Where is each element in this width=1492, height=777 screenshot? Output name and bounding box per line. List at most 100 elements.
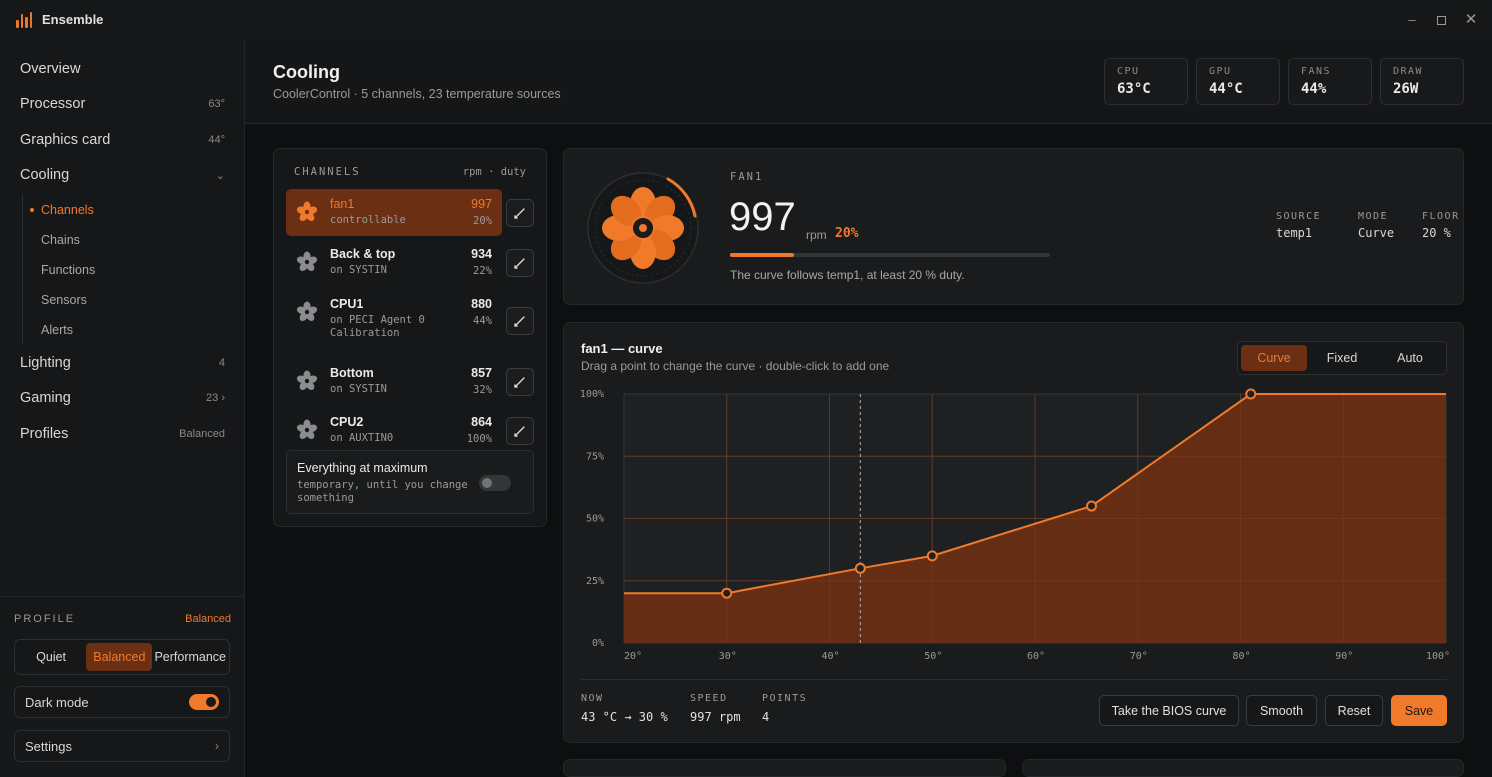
- curve-point[interactable]: [1086, 500, 1098, 512]
- footer-value: 997 rpm: [690, 710, 741, 724]
- pencil-icon: [514, 426, 525, 437]
- fan-detail-card: FAN1 997 rpm 20% The curve follows temp1…: [563, 148, 1464, 305]
- bios-curve-button[interactable]: Take the BIOS curve: [1099, 695, 1239, 726]
- smooth-button[interactable]: Smooth: [1246, 695, 1317, 726]
- channel-desc: on SYSTIN: [330, 383, 387, 395]
- channel-duty: 44%: [473, 315, 492, 327]
- sidebar-item-cooling[interactable]: Cooling ⌄: [20, 163, 225, 187]
- divider: [581, 679, 1447, 680]
- mode-option-fixed[interactable]: Fixed: [1326, 351, 1358, 365]
- stat-key: CPU: [1117, 66, 1140, 77]
- chevron-down-icon: ⌄: [215, 169, 225, 182]
- fan-label: FAN1: [730, 171, 764, 183]
- channel-name: fan1: [330, 197, 355, 211]
- sidebar-item-graphics-card[interactable]: Graphics card 44°: [20, 128, 225, 152]
- channel-row-fan1[interactable]: fan1 controllable 997 20%: [286, 189, 502, 236]
- y-tick-label: 75%: [586, 451, 604, 462]
- sidebar-footer: PROFILE Balanced Quiet Balanced Performa…: [0, 596, 245, 777]
- y-tick-label: 100%: [580, 389, 604, 400]
- dark-mode-toggle[interactable]: [189, 694, 219, 710]
- edit-channel-button[interactable]: [506, 199, 534, 227]
- lower-card-right: [1022, 759, 1464, 777]
- channel-duty: 20%: [473, 215, 492, 227]
- mode-option-auto[interactable]: Auto: [1397, 351, 1423, 365]
- channel-name: CPU2: [330, 415, 364, 429]
- curve-point[interactable]: [854, 562, 866, 574]
- x-tick-label: 40°: [822, 651, 840, 662]
- channel-row-bottom[interactable]: Bottom on SYSTIN 857 32%: [286, 358, 502, 405]
- reset-button[interactable]: Reset: [1325, 695, 1383, 726]
- curve-speed: SPEED 997 rpm: [690, 693, 741, 724]
- sidebar-item-processor[interactable]: Processor 63°: [20, 92, 225, 116]
- sidebar-item-meta: 63°: [208, 98, 225, 110]
- channel-desc: on PECI Agent 0 Calibration: [330, 314, 425, 339]
- subnav-item-functions[interactable]: Functions: [41, 263, 96, 277]
- channel-rpm: 934: [471, 247, 492, 261]
- footer-key: SPEED: [690, 693, 728, 704]
- max-fans-desc: temporary, until you change something: [297, 479, 468, 504]
- stat-value: 44%: [1301, 81, 1327, 97]
- profile-current: Balanced: [185, 613, 231, 625]
- edit-channel-button[interactable]: [506, 417, 534, 445]
- curve-now: NOW 43 °C → 30 %: [581, 693, 668, 724]
- y-tick-label: 50%: [586, 514, 604, 525]
- fan-duty-bar-fill: [730, 253, 794, 257]
- save-button[interactable]: Save: [1391, 695, 1447, 726]
- sidebar-item-overview[interactable]: Overview: [20, 57, 225, 81]
- max-fans-title: Everything at maximum: [297, 461, 428, 475]
- mode-option-curve[interactable]: Curve: [1241, 345, 1307, 371]
- settings-button[interactable]: Settings ›: [14, 730, 230, 762]
- profile-option-balanced[interactable]: Balanced: [86, 643, 153, 671]
- minimize-icon[interactable]: –: [1408, 12, 1416, 27]
- subnav-item-alerts[interactable]: Alerts: [41, 323, 73, 337]
- profile-selector: Quiet Balanced Performance: [14, 639, 230, 675]
- fan-visual-icon: [587, 172, 699, 284]
- max-fans-toggle[interactable]: [479, 475, 511, 491]
- maximize-icon[interactable]: [1431, 10, 1451, 30]
- fan-rpm: 997: [729, 195, 796, 239]
- curve-points: POINTS 4: [762, 693, 807, 724]
- stat-cpu: CPU 63°C: [1104, 58, 1188, 105]
- fan-curve-chart[interactable]: 0% 25% 50% 75% 100% 20° 30° 40° 50° 60° 70° 80° 90° 1…: [564, 323, 1465, 679]
- subnav-item-sensors[interactable]: Sensors: [41, 293, 87, 307]
- sidebar-item-profiles[interactable]: Profiles Balanced: [20, 422, 225, 446]
- edit-channel-button[interactable]: [506, 306, 534, 335]
- channel-desc: controllable: [330, 214, 406, 226]
- channel-row-cpu2[interactable]: CPU2 on AUXTIN0 864 100%: [286, 407, 502, 454]
- curve-point[interactable]: [1245, 388, 1257, 400]
- edit-channel-button[interactable]: [506, 249, 534, 277]
- curve-point[interactable]: [721, 587, 733, 599]
- lower-card-left: [563, 759, 1006, 777]
- channel-name: CPU1: [330, 297, 364, 311]
- sidebar-item-label: Overview: [20, 61, 81, 77]
- sidebar-item-lighting[interactable]: Lighting 4: [20, 351, 225, 375]
- profile-option-performance[interactable]: Performance: [154, 650, 226, 664]
- footer-key: POINTS: [762, 693, 808, 704]
- curve-title: fan1 — curve: [581, 341, 663, 356]
- channel-row-cpu1[interactable]: CPU1 on PECI Agent 0 Calibration 880 44%: [286, 289, 502, 351]
- fan-floor: FLOOR 20 %: [1422, 211, 1460, 240]
- stat-gpu: GPU 44°C: [1196, 58, 1280, 105]
- subnav-item-chains[interactable]: Chains: [41, 233, 80, 247]
- sidebar-item-gaming[interactable]: Gaming 23 ›: [20, 386, 225, 410]
- cooling-subnav: Channels Chains Functions Sensors Alerts: [22, 195, 222, 345]
- x-tick-label: 80°: [1233, 651, 1251, 662]
- detail-key: SOURCE: [1276, 211, 1322, 222]
- detail-value: temp1: [1276, 226, 1313, 240]
- channels-heading: CHANNELS: [294, 166, 361, 178]
- x-tick-label: 70°: [1130, 651, 1148, 662]
- curve-point[interactable]: [926, 550, 938, 562]
- sidebar: Overview Processor 63° Graphics card 44°…: [0, 40, 245, 777]
- channel-row-back-top[interactable]: Back & top on SYSTIN 934 22%: [286, 239, 502, 286]
- x-tick-label: 60°: [1027, 651, 1045, 662]
- close-icon[interactable]: ✕: [1464, 11, 1478, 28]
- sidebar-item-meta: 44°: [208, 134, 225, 146]
- x-tick-label: 50°: [924, 651, 942, 662]
- subnav-item-channels[interactable]: Channels: [23, 195, 222, 225]
- pencil-icon: [514, 208, 525, 219]
- app-logo-icon: [16, 12, 32, 28]
- channels-panel: CHANNELS rpm · duty fan1 controllable 997 2…: [273, 148, 547, 527]
- profile-option-quiet[interactable]: Quiet: [36, 650, 67, 664]
- edit-channel-button[interactable]: [506, 368, 534, 396]
- y-tick-label: 25%: [586, 576, 604, 587]
